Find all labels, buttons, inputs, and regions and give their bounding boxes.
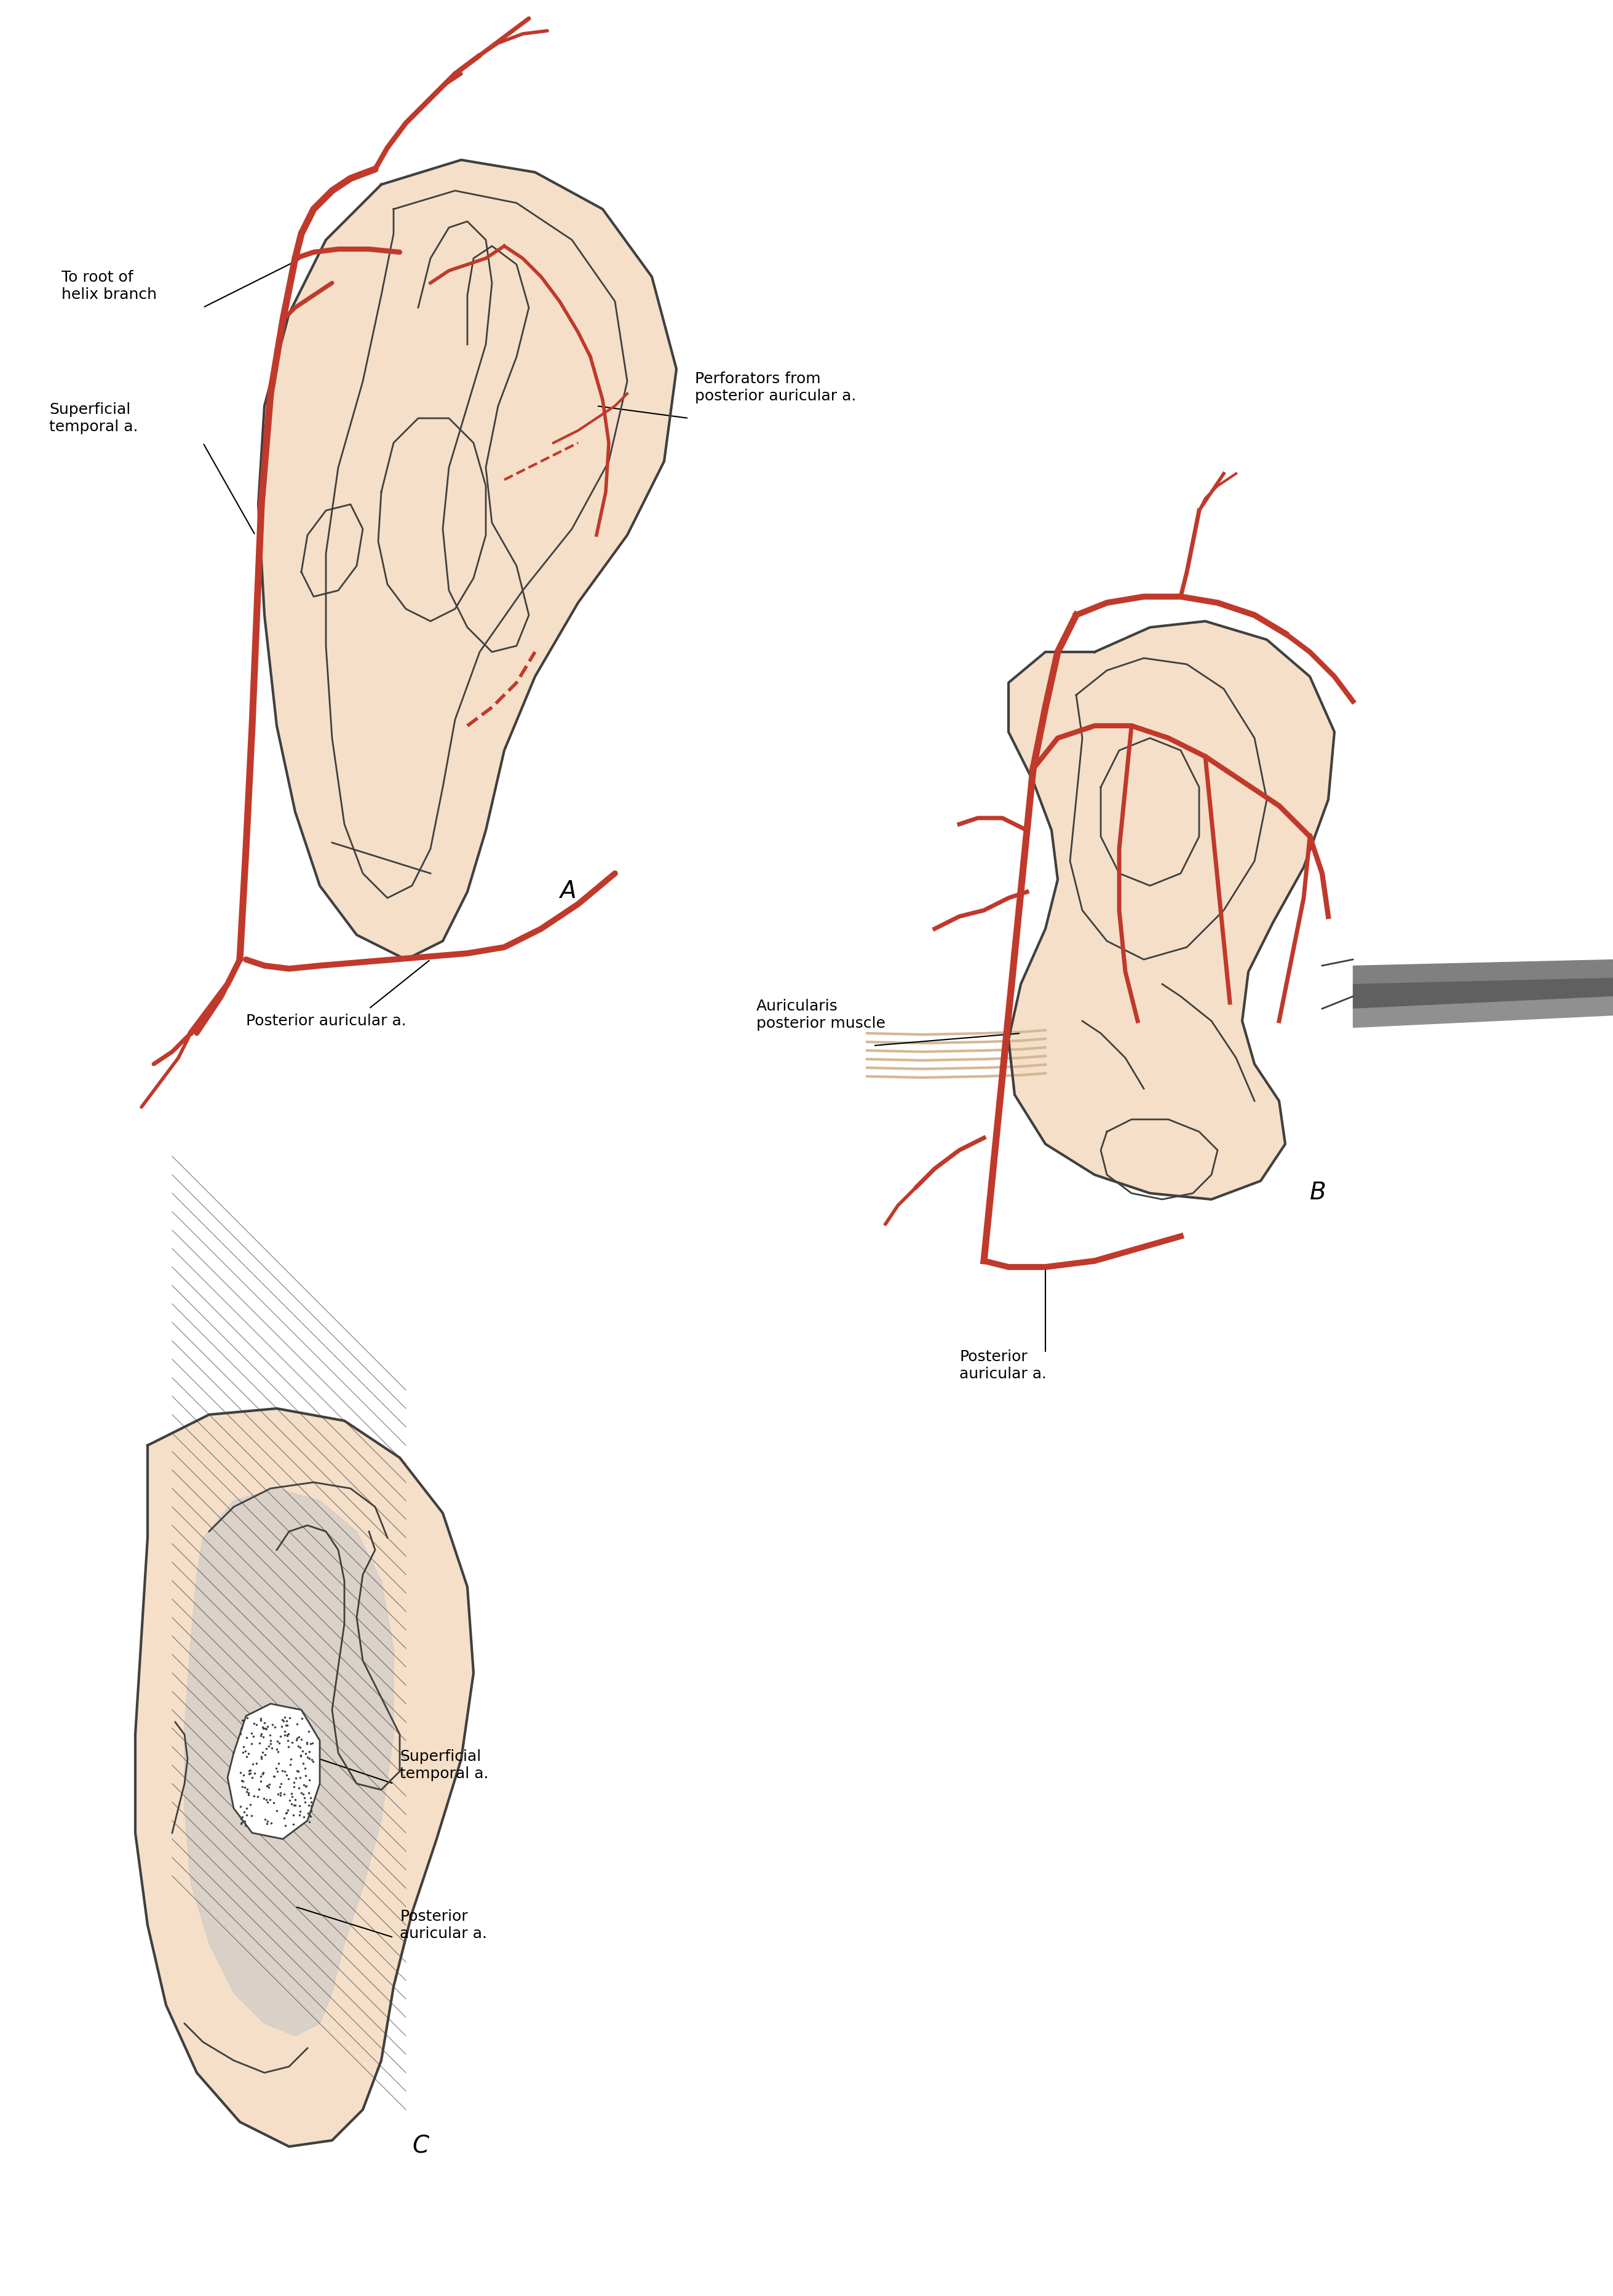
Text: Superficial
temporal a.: Superficial temporal a. <box>48 402 139 434</box>
Polygon shape <box>184 1488 394 2037</box>
Text: Posterior
auricular a.: Posterior auricular a. <box>960 1350 1047 1382</box>
Text: Posterior
auricular a.: Posterior auricular a. <box>400 1910 487 1940</box>
Text: Auricularis
posterior muscle: Auricularis posterior muscle <box>756 999 886 1031</box>
Polygon shape <box>227 1704 319 1839</box>
Text: C: C <box>411 2135 429 2158</box>
Polygon shape <box>258 161 676 960</box>
Polygon shape <box>1008 622 1334 1199</box>
Polygon shape <box>135 1407 474 2147</box>
Text: A: A <box>560 879 576 902</box>
Text: Perforators from
posterior auricular a.: Perforators from posterior auricular a. <box>695 372 857 404</box>
Text: Posterior auricular a.: Posterior auricular a. <box>245 1013 406 1029</box>
Text: B: B <box>1310 1180 1326 1205</box>
Text: Superficial
temporal a.: Superficial temporal a. <box>400 1750 489 1782</box>
Text: To root of
helix branch: To root of helix branch <box>61 271 156 303</box>
